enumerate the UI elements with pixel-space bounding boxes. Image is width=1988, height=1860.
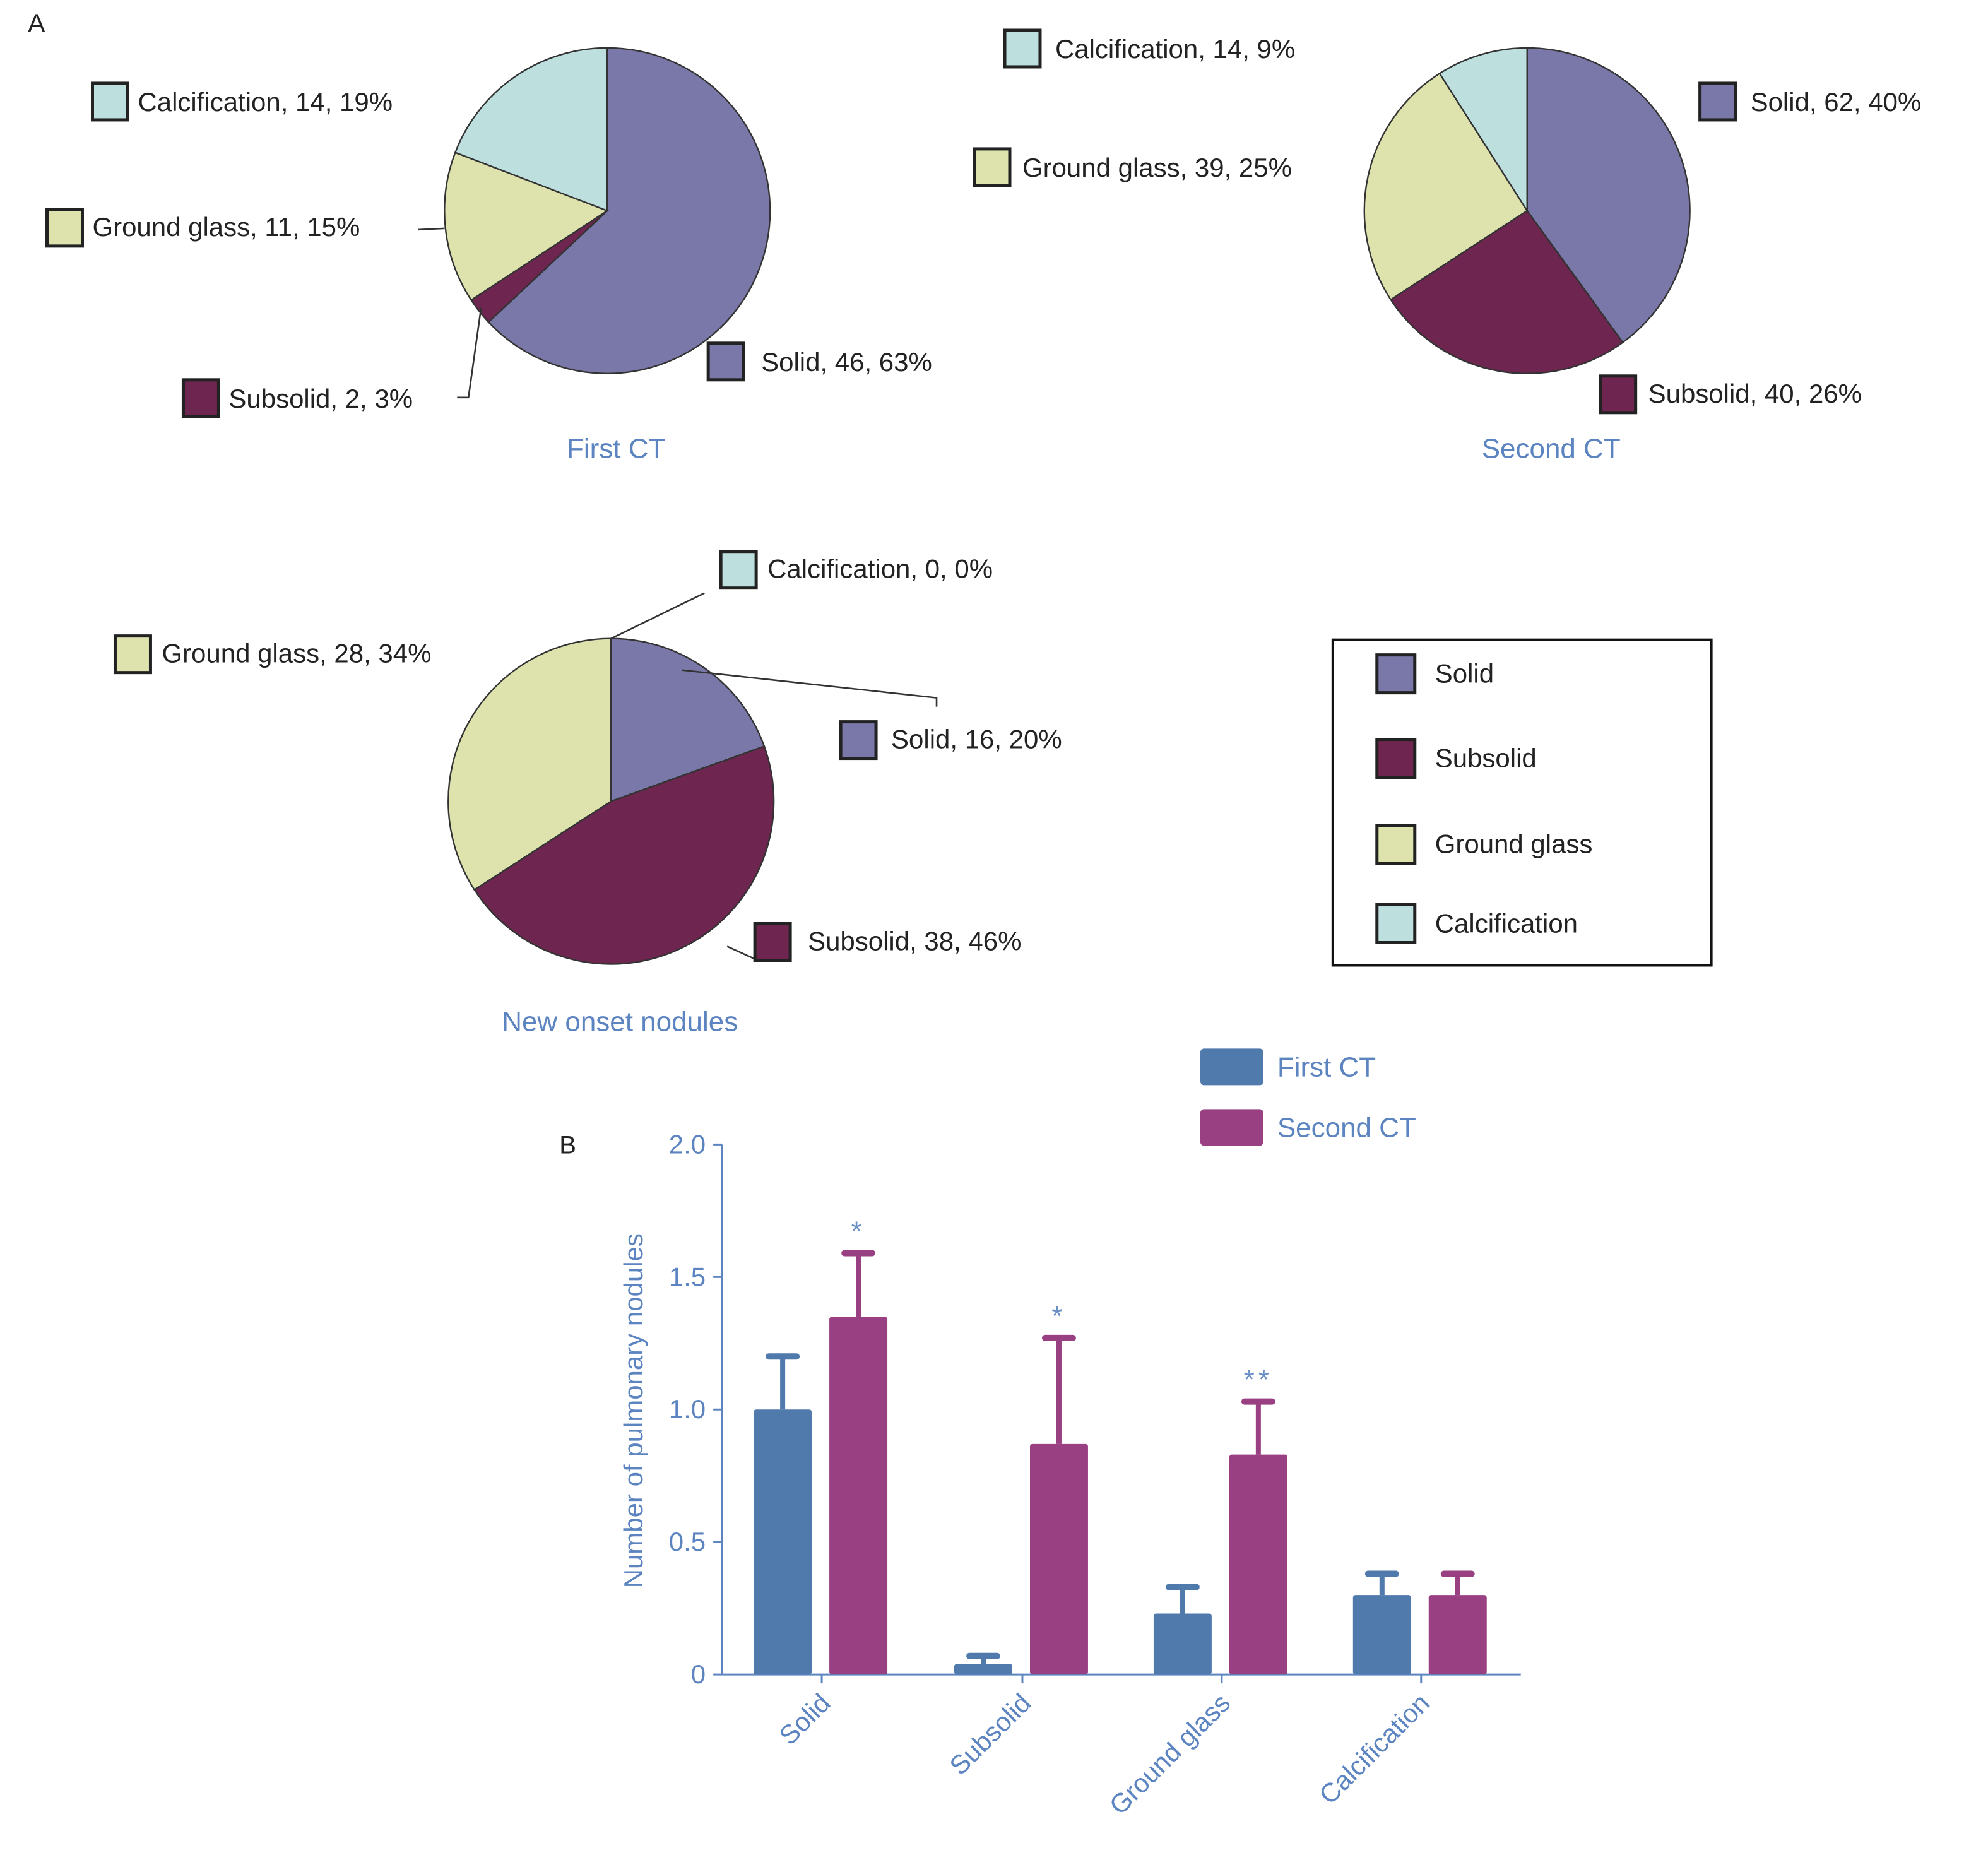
bar-first-ct	[1153, 1613, 1212, 1675]
legend-swatch-calcification	[1375, 903, 1417, 944]
pie-second-ct: Calcification, 14, 9% Ground glass, 39, …	[973, 28, 1922, 465]
legend-label-ground-glass: Ground glass	[1435, 829, 1593, 859]
slice-label-subsolid: Subsolid, 2, 3%	[228, 384, 413, 413]
y-tick-label: 2.0	[669, 1129, 706, 1159]
y-tick-label: 1.0	[669, 1394, 706, 1424]
pie-slice-calcification	[1438, 47, 1528, 214]
bar-legend-swatch-second-ct	[1200, 1109, 1263, 1146]
bar-first-ct	[954, 1664, 1012, 1675]
pie-slice-subsolid	[473, 745, 775, 965]
significance-marker: **	[1244, 1365, 1273, 1395]
y-tick-label: 0	[691, 1659, 706, 1689]
swatch-ground-glass	[113, 634, 152, 675]
swatch-subsolid	[1599, 374, 1638, 415]
slice-label-solid: Solid, 46, 63%	[761, 347, 932, 377]
legend-label-subsolid: Subsolid	[1435, 743, 1537, 773]
pie-slice-ground-glass	[1363, 72, 1529, 301]
swatch-calcification	[90, 81, 129, 122]
pie-slice-solid	[1526, 47, 1691, 344]
swatch-subsolid	[753, 922, 792, 962]
x-tick-label: Solid	[773, 1688, 836, 1750]
slice-label-calcification: Calcification, 0, 0%	[767, 554, 993, 584]
slice-label-solid: Solid, 62, 40%	[1751, 87, 1922, 117]
slice-label-solid: Solid, 16, 20%	[891, 725, 1062, 754]
bar-first-ct	[1352, 1595, 1411, 1675]
y-tick-label: 0.5	[669, 1527, 706, 1556]
chart-title-second-ct: Second CT	[1482, 434, 1621, 465]
panel-a-label: A	[28, 9, 45, 37]
bar-second-ct	[1229, 1454, 1287, 1675]
bar-second-ct	[829, 1317, 888, 1675]
pie-new-onset: Calcification, 0, 0% Ground glass, 28, 3…	[113, 550, 1062, 1037]
x-tick-label: Calcification	[1313, 1688, 1435, 1810]
significance-marker: *	[851, 1216, 866, 1247]
swatch-ground-glass	[45, 208, 84, 248]
bar-legend-label-second-ct: Second CT	[1277, 1112, 1416, 1143]
pie-slice-calcification	[454, 47, 608, 212]
bar-legend-swatch-first-ct	[1200, 1048, 1263, 1086]
swatch-calcification	[1003, 28, 1042, 69]
slice-label-subsolid: Subsolid, 40, 26%	[1648, 379, 1862, 408]
bar-first-ct	[754, 1409, 812, 1675]
slice-label-calcification: Calcification, 14, 19%	[138, 87, 393, 117]
bar-second-ct	[1029, 1443, 1088, 1675]
pie-slice-ground-glass	[444, 151, 609, 302]
legend-swatch-solid	[1375, 653, 1417, 695]
pie-slice-ground-glass	[447, 637, 612, 891]
swatch-subsolid	[181, 378, 220, 418]
leader-line-ground-glass	[418, 227, 445, 231]
x-tick-label: Subsolid	[944, 1688, 1036, 1780]
swatch-calcification	[719, 550, 758, 590]
slice-label-calcification: Calcification, 14, 9%	[1055, 34, 1295, 64]
leader-line-subsolid	[726, 945, 755, 960]
slice-label-ground-glass: Ground glass, 39, 25%	[1022, 153, 1292, 182]
pie-slice-solid	[610, 637, 766, 803]
legend-swatch-ground-glass	[1375, 824, 1417, 865]
slice-label-ground-glass: Ground glass, 11, 15%	[92, 212, 360, 242]
pie-legend: Solid Subsolid Ground glass Calcificatio…	[1331, 638, 1713, 967]
y-axis-label: Number of pulmonary nodules	[618, 1233, 648, 1588]
pie-first-ct: Calcification, 14, 19% Ground glass, 11,…	[45, 47, 932, 465]
swatch-ground-glass	[973, 147, 1012, 187]
leader-line-subsolid	[457, 307, 482, 399]
x-tick-label: Ground glass	[1103, 1688, 1236, 1820]
bar-chart: First CT Second CT Number of pulmonary n…	[618, 1048, 1521, 1820]
swatch-solid	[839, 720, 878, 761]
significance-marker: *	[1051, 1301, 1066, 1332]
slice-label-ground-glass: Ground glass, 28, 34%	[162, 639, 431, 668]
leader-line-solid	[682, 669, 938, 707]
panel-b-label: B	[559, 1131, 576, 1159]
bar-second-ct	[1428, 1595, 1487, 1675]
leader-line-calcification	[610, 592, 705, 639]
swatch-solid	[1698, 81, 1737, 122]
chart-title-first-ct: First CT	[567, 434, 665, 465]
bar-legend: First CT Second CT	[1200, 1048, 1416, 1146]
swatch-solid	[706, 341, 745, 382]
y-tick-label: 1.5	[669, 1262, 706, 1291]
pie-slice-solid	[487, 47, 771, 374]
legend-swatch-subsolid	[1375, 738, 1417, 779]
bar-legend-label-first-ct: First CT	[1277, 1051, 1376, 1082]
pie-slice-subsolid	[1389, 210, 1624, 374]
legend-label-solid: Solid	[1435, 659, 1494, 689]
chart-title-new-onset: New onset nodules	[502, 1006, 738, 1037]
legend-label-calcification: Calcification	[1435, 908, 1578, 938]
slice-label-subsolid: Subsolid, 38, 46%	[808, 926, 1021, 956]
